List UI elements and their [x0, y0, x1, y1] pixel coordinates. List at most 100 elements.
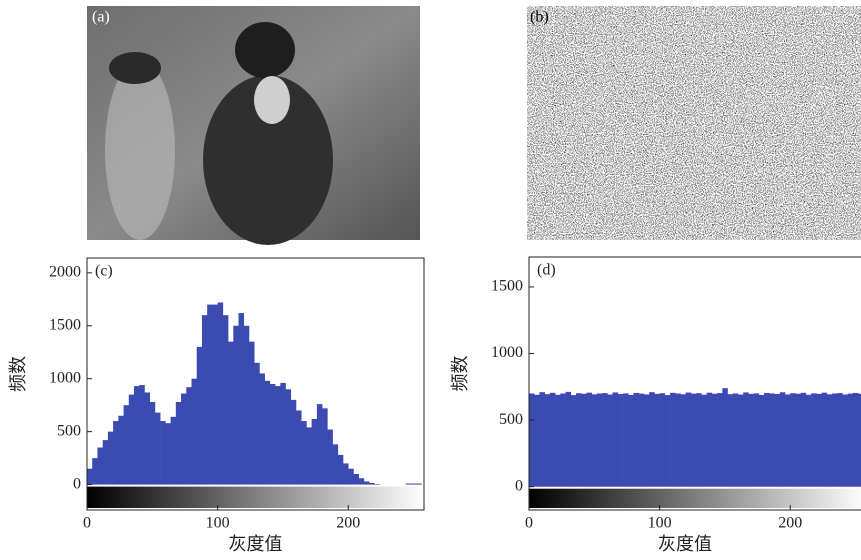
bar [233, 325, 239, 485]
bar [847, 393, 854, 487]
bar [748, 393, 754, 487]
bar [790, 393, 796, 487]
image-label: (a) [92, 9, 110, 26]
bar [311, 418, 318, 485]
bar [821, 392, 828, 487]
bar [175, 402, 182, 485]
plot-frame [86, 257, 425, 511]
x-axis-label: 灰度值 [658, 534, 712, 554]
bar [254, 362, 260, 485]
bar [363, 481, 370, 485]
bar [800, 392, 807, 487]
bar [623, 393, 629, 487]
x-tick-label: 200 [778, 515, 802, 532]
bar [149, 402, 156, 485]
bar [769, 393, 775, 487]
bar [212, 304, 218, 485]
bar [348, 468, 354, 485]
bar [358, 478, 365, 485]
bar [207, 304, 213, 485]
bar [264, 380, 271, 485]
bar [374, 484, 380, 485]
bar [737, 394, 744, 487]
bar [779, 392, 786, 487]
bar [690, 393, 697, 487]
histogram-panel: 0 500 1000 1500 2000 0 100 200 (c) 灰度值 频数 [8, 257, 425, 554]
bar [134, 386, 140, 485]
bar [555, 394, 561, 487]
bar [201, 315, 208, 485]
y-axis-label: 频数 [450, 356, 470, 392]
bar [154, 412, 161, 485]
bar [602, 393, 608, 487]
bar [633, 392, 640, 487]
bar [732, 393, 739, 487]
bar [805, 394, 812, 487]
bar [664, 395, 671, 487]
bar [852, 392, 859, 487]
bar [685, 392, 692, 487]
bar [596, 393, 603, 487]
bar [717, 393, 723, 487]
bar [165, 423, 171, 485]
y-tick-label: 1500 [49, 316, 81, 333]
bar [811, 393, 817, 487]
bar [128, 394, 135, 485]
bar [113, 421, 119, 485]
bar [758, 394, 765, 487]
bar [560, 393, 566, 487]
bar [259, 373, 265, 485]
bar [285, 389, 292, 485]
bar [638, 393, 645, 487]
bar [696, 393, 702, 487]
bar [222, 315, 229, 485]
bar [243, 325, 250, 485]
bar [290, 399, 297, 485]
bar [529, 393, 535, 487]
bar [196, 346, 203, 485]
bar [186, 387, 192, 485]
bar [753, 393, 760, 487]
bar [405, 483, 412, 485]
bar [139, 385, 145, 485]
bar [539, 392, 545, 487]
y-tick-label: 2000 [49, 263, 81, 280]
bar [275, 386, 281, 485]
y-tick-label: 500 [57, 422, 81, 439]
bar [826, 394, 833, 487]
plot-frame [528, 256, 861, 511]
bar [670, 392, 676, 487]
bar [144, 392, 150, 485]
bar [327, 429, 333, 485]
bar [118, 415, 124, 485]
bar [680, 394, 687, 487]
bar [343, 463, 349, 485]
bar [369, 483, 375, 485]
bar [576, 393, 582, 487]
bar [306, 427, 312, 485]
bar [649, 392, 655, 487]
bar [570, 395, 577, 487]
y-tick-label: 1000 [491, 344, 523, 361]
bar [832, 393, 838, 487]
y-tick-label: 0 [515, 477, 523, 494]
bar [654, 393, 660, 487]
bar [743, 392, 749, 487]
bar [322, 408, 328, 485]
bar [727, 394, 734, 487]
bar [706, 392, 713, 487]
bar [107, 431, 114, 485]
bar [332, 444, 339, 485]
bar [534, 394, 540, 487]
photo-a: (a) [87, 6, 420, 245]
bar [191, 378, 198, 485]
bar [97, 447, 103, 485]
bar [842, 394, 849, 487]
bar [722, 388, 728, 487]
bar [301, 421, 307, 485]
bar [764, 392, 770, 487]
y-tick-label: 0 [73, 475, 81, 492]
bar [248, 341, 255, 485]
bar [711, 393, 718, 487]
